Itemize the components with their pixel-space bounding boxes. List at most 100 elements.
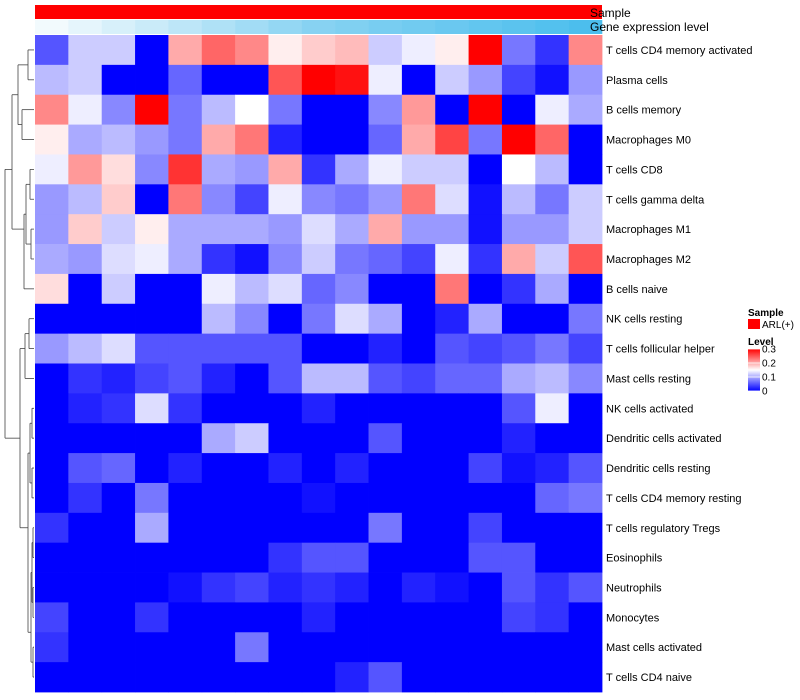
row-dendrogram [4,49,34,678]
heatmap-cell [335,303,369,335]
annotation-cell-gene-expression [401,20,436,34]
heatmap-cell [501,94,536,125]
heatmap-cell [68,423,103,454]
heatmap-cell [68,244,103,275]
heatmap-cell [435,214,469,245]
heatmap-cell [101,303,136,335]
heatmap-cell [135,512,169,544]
heatmap-cell [435,303,469,335]
heatmap-cell [435,662,469,693]
heatmap-cell [401,572,436,603]
row-label: T cells CD8 [606,164,663,176]
annotation-cell-gene-expression [435,20,469,34]
heatmap-cell [368,482,403,514]
heatmap-cell [235,482,269,514]
heatmap-cell [68,154,103,185]
heatmap-cell [135,572,169,603]
heatmap-cell [401,154,436,185]
heatmap-cell [468,423,503,454]
heatmap-cell [501,333,536,364]
heatmap-cell [168,423,203,454]
heatmap-cell [68,542,103,573]
heatmap-cell [468,393,503,424]
heatmap-cell [368,363,403,394]
heatmap-cell [468,244,503,275]
heatmap-cell [568,244,603,275]
legend-sample-title: Sample [748,308,784,319]
heatmap-cell [535,303,570,335]
legend-level-tick-label: 0.1 [762,373,776,384]
heatmap-cell [235,393,269,424]
heatmap-cell [101,542,136,573]
heatmap-cell [101,154,136,185]
heatmap-cell [68,35,103,66]
heatmap-cell [435,244,469,275]
heatmap-cell [235,124,269,155]
heatmap-cell [501,662,536,693]
heatmap-cell [568,602,603,633]
heatmap-cell [235,244,269,275]
row-label: T cells gamma delta [606,194,705,206]
heatmap-cell [201,333,236,364]
heatmap-cell [301,124,336,155]
heatmap-cell [368,214,403,245]
heatmap-cell [301,542,336,573]
row-labels: T cells CD4 memory activated Plasma cells… [606,45,753,684]
annotation-bar-sample [35,5,602,19]
heatmap-cell [235,572,269,603]
heatmap-cell [201,154,236,185]
heatmap-cell [568,632,603,663]
row-label: Macrophages M0 [606,135,691,147]
heatmap-cell [101,35,136,66]
heatmap-cell [35,602,69,633]
heatmap-cell [501,244,536,275]
legend-level-tick-label: 0.2 [762,359,776,370]
heatmap-cell [468,602,503,633]
heatmap-cell [535,244,570,275]
heatmap-cell [301,482,336,514]
heatmap-cell [501,154,536,185]
heatmap-cell [68,333,103,364]
heatmap-cell [35,572,69,603]
annotation-cell-gene-expression [301,20,336,34]
heatmap-cell [101,244,136,275]
heatmap-cell [468,453,503,484]
heatmap-cell [368,333,403,364]
heatmap-cell [401,393,436,424]
heatmap-cell [268,423,303,454]
heatmap-cell [401,602,436,633]
heatmap-cell [535,512,570,544]
heatmap-cell [135,273,169,305]
heatmap-cell [101,94,136,125]
heatmap-cell [135,333,169,364]
heatmap-cell [201,482,236,514]
heatmap-cell [135,214,169,245]
heatmap-cell [435,124,469,155]
heatmap-cell [268,602,303,633]
heatmap-cell [468,482,503,514]
heatmap-cell [168,512,203,544]
heatmap-cell [68,572,103,603]
heatmap-cell [335,154,369,185]
heatmap-cell [168,184,203,215]
heatmap-cell [368,542,403,573]
heatmap-cell [501,423,536,454]
heatmap-cell [568,303,603,335]
heatmap-cell [435,542,469,573]
heatmap-cell [568,273,603,305]
heatmap-cell [535,64,570,96]
row-label: Dendritic cells resting [606,463,711,475]
heatmap-cell [35,482,69,514]
heatmap-cell [401,64,436,96]
heatmap-cell [501,303,536,335]
heatmap-cell [168,94,203,125]
heatmap-cell [568,662,603,693]
row-label: Eosinophils [606,553,663,565]
heatmap-cell [535,662,570,693]
heatmap-cell [335,124,369,155]
heatmap-cell [135,453,169,484]
heatmap-cell [101,273,136,305]
heatmap-cell [135,423,169,454]
heatmap-cell [235,64,269,96]
row-label: Plasma cells [606,75,668,87]
